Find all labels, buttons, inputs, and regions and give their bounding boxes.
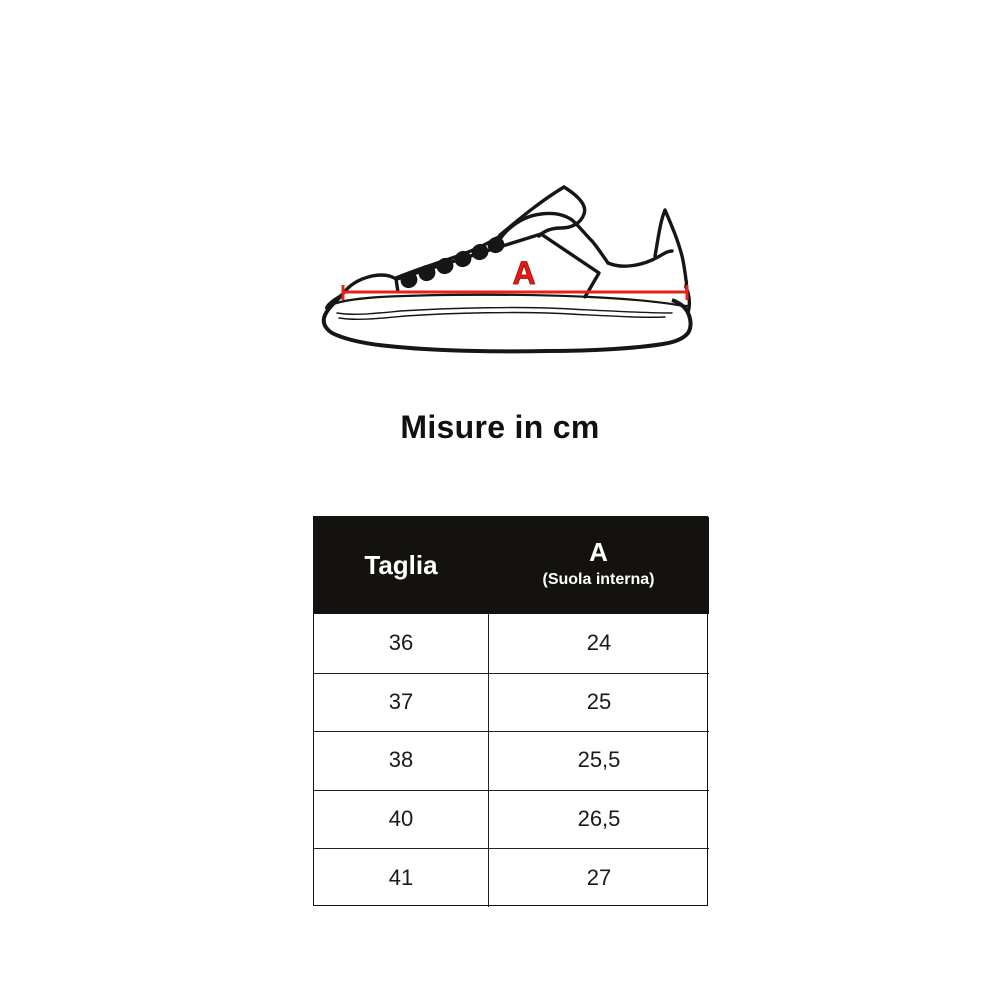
svg-text:A: A <box>512 255 535 291</box>
